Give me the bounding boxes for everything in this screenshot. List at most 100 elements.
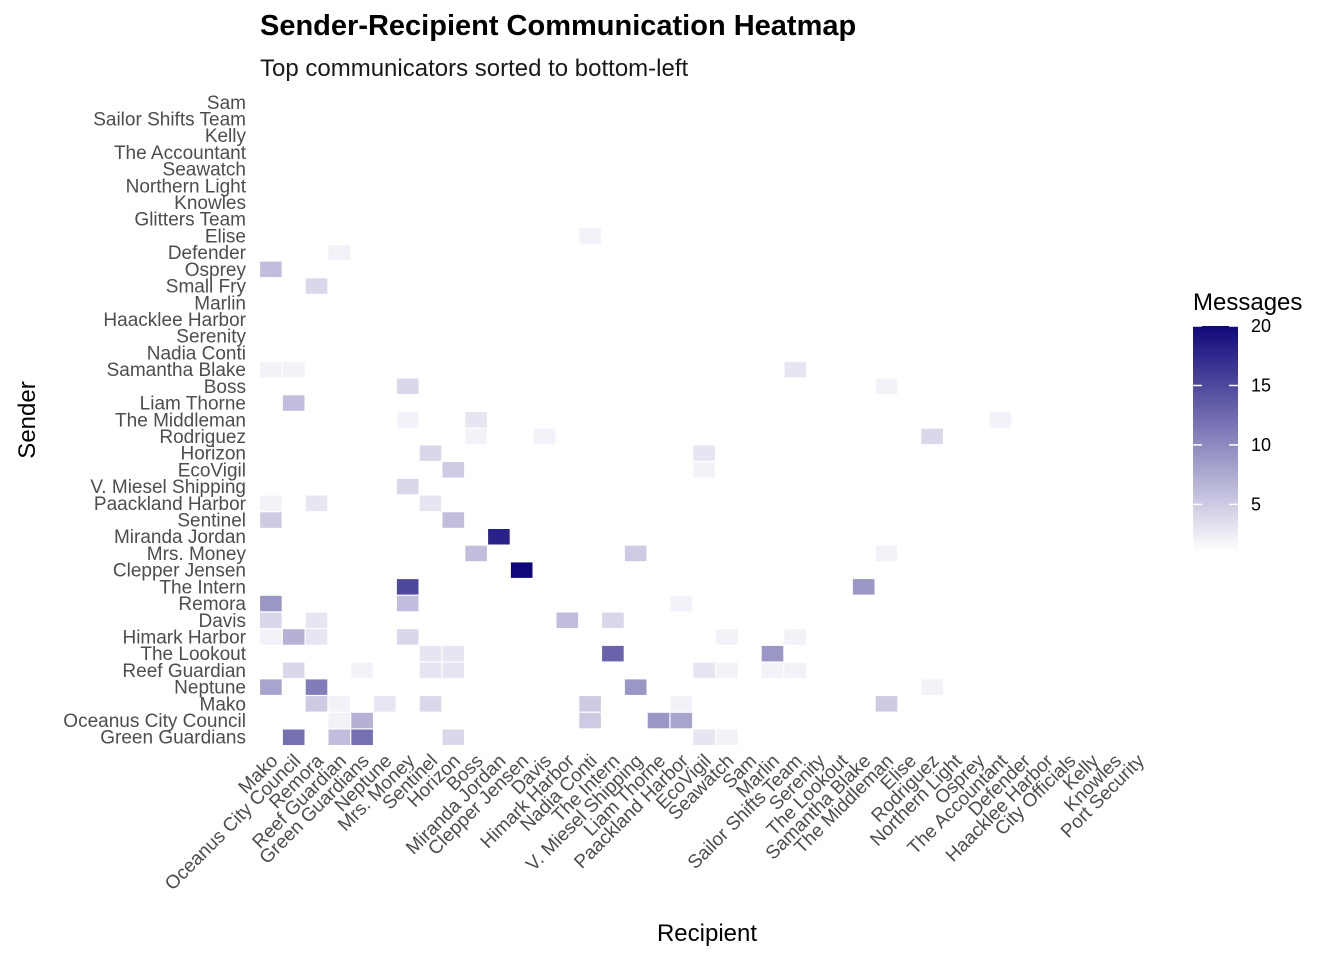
heatmap-cell-reef-guardian-to-horizon <box>442 662 465 679</box>
y-tick-label: EcoVigil <box>178 460 246 481</box>
heatmap-cell-remora-to-paackland-harbor <box>670 595 693 612</box>
heatmap-cell-paackland-harbor-to-remora <box>305 495 328 512</box>
heatmap-cell-oceanus-city-council-to-green-guardians <box>351 712 373 729</box>
y-tick-label: Elise <box>205 226 246 247</box>
heatmap-cell-nadia-conti-to-neptune <box>374 345 396 361</box>
heatmap-cell-remora-to-mako <box>260 595 282 612</box>
heatmap-cell-the-lookout-to-horizon <box>442 645 465 662</box>
y-tick-label: The Accountant <box>114 143 247 164</box>
heatmap-cell-clepper-jensen-to-clepper-jensen <box>510 562 533 578</box>
heatmap-cell-oceanus-city-council-to-paackland-harbor <box>670 712 693 729</box>
heatmap-cell-reef-guardian-to-haacklee-harbor <box>1035 662 1057 679</box>
heatmap-cell-green-guardians-to-ecovigil <box>693 729 715 745</box>
heatmap-cell-the-middleman-to-liam-thorne <box>647 412 670 428</box>
y-tick-label: Clepper Jensen <box>113 561 246 582</box>
y-tick-label: Sentinel <box>177 511 246 532</box>
heatmap-cell-himark-harbor-to-sailor-shifts-team <box>784 629 807 645</box>
heatmap-cell-mrs-money-to-the-middleman <box>875 545 898 562</box>
heatmap-cell-ecovigil-to-reef-guardian <box>328 462 351 478</box>
heatmap-cell-marlin-to-remora <box>305 295 328 311</box>
heatmap-cell-marlin-to-himark-harbor <box>556 295 579 311</box>
legend-title: Messages <box>1193 289 1302 316</box>
y-tick-label: Small Fry <box>166 277 247 298</box>
heatmap-cell-oceanus-city-council-to-reef-guardian <box>328 712 351 729</box>
heatmap-cell-mako-to-reef-guardian <box>328 696 351 712</box>
heatmap-cell-small-fry-to-davis <box>533 278 556 294</box>
heatmap-cell-the-lookout-to-sentinel <box>419 645 442 662</box>
heatmap-cell-mako-to-boss <box>465 696 487 712</box>
heatmap-cells <box>260 127 1057 745</box>
chart-title: Sender-Recipient Communication Heatmap <box>260 10 857 42</box>
heatmap-cell-green-guardians-to-mako <box>260 729 282 745</box>
heatmap-cell-ecovigil-to-ecovigil <box>693 462 715 478</box>
heatmap-cell-miranda-jordan-to-miranda-jordan <box>488 529 510 545</box>
heatmap-cell-haacklee-harbor-to-oceanus-city-council <box>282 311 305 328</box>
y-tick-label: Paackland Harbor <box>94 494 247 515</box>
heatmap-cell-ecovigil-to-liam-thorne <box>647 462 670 478</box>
legend-tick-label: 20 <box>1251 316 1271 336</box>
y-tick-label: Reef Guardian <box>122 661 246 682</box>
heatmap-cell-mako-to-the-middleman <box>875 696 898 712</box>
y-tick-label: Davis <box>198 611 246 632</box>
heatmap-cell-knowles-to-davis <box>533 194 556 211</box>
y-tick-label: Northern Light <box>126 176 247 197</box>
heatmap-cell-reef-guardian-to-paackland-harbor <box>670 662 693 679</box>
heatmap-cell-the-intern-to-samantha-blake <box>852 579 875 595</box>
heatmap-cell-serenity-to-neptune <box>374 328 396 344</box>
y-tick-label: Samantha Blake <box>107 360 246 381</box>
heatmap-cell-mrs-money-to-v-miesel-shipping <box>624 545 647 562</box>
heatmap-cell-horizon-to-seawatch <box>716 445 738 461</box>
heatmap-cell-himark-harbor-to-mako <box>260 629 282 645</box>
y-tick-label: Miranda Jordan <box>114 527 246 548</box>
y-tick-label: Serenity <box>176 327 246 348</box>
y-tick-label: Osprey <box>185 260 247 281</box>
heatmap-cell-nadia-conti-to-liam-thorne <box>647 345 670 361</box>
y-tick-label: Seawatch <box>163 160 246 181</box>
heatmap-cell-paackland-harbor-to-oceanus-city-council <box>282 495 305 512</box>
heatmap-cell-neptune-to-mako <box>260 679 282 695</box>
heatmap-cell-v-miesel-shipping-to-remora <box>305 478 328 495</box>
heatmap-cell-reef-guardian-to-sentinel <box>419 662 442 679</box>
heatmap-cell-boss-to-mrs-money <box>396 378 419 395</box>
heatmap-cell-paackland-harbor-to-mako <box>260 495 282 512</box>
heatmap-cell-serenity-to-himark-harbor <box>556 328 579 344</box>
heatmap-cell-mako-to-remora <box>305 696 328 712</box>
heatmap-cell-himark-harbor-to-seawatch <box>716 629 738 645</box>
heatmap-cell-reef-guardian-to-marlin <box>761 662 784 679</box>
heatmap-cell-liam-thorne-to-nadia-conti <box>579 395 601 411</box>
heatmap-cell-mako-to-neptune <box>374 696 396 712</box>
heatmap-cell-paackland-harbor-to-reef-guardian <box>328 495 351 512</box>
y-tick-label: Oceanus City Council <box>63 711 246 732</box>
chart-subtitle: Top communicators sorted to bottom-left <box>260 55 689 82</box>
heatmap-cell-ecovigil-to-sentinel <box>419 462 442 478</box>
heatmap-cell-horizon-to-sentinel <box>419 445 442 461</box>
heatmap-cell-reef-guardian-to-mako <box>260 662 282 679</box>
y-tick-label: Glitters Team <box>134 210 246 231</box>
heatmap-cell-rodriguez-to-boss <box>465 428 487 445</box>
heatmap-cell-neptune-to-davis <box>533 679 556 695</box>
heatmap-cell-himark-harbor-to-oceanus-city-council <box>282 629 305 645</box>
y-tick-label: Knowles <box>174 193 246 214</box>
heatmap-cell-paackland-harbor-to-sentinel <box>419 495 442 512</box>
heatmap-cell-oceanus-city-council-to-the-middleman <box>875 712 898 729</box>
heatmap-cell-the-intern-to-mrs-money <box>396 579 419 595</box>
heatmap-cell-himark-harbor-to-remora <box>305 629 328 645</box>
heatmap-cell-samantha-blake-to-oceanus-city-council <box>282 361 305 378</box>
y-tick-label: Mrs. Money <box>147 544 247 565</box>
legend-ticks: 5 10 15 20 <box>1193 316 1271 514</box>
heatmap-cell-the-middleman-to-boss <box>465 412 487 428</box>
heatmap-cell-sentinel-to-oceanus-city-council <box>282 512 305 528</box>
heatmap-cell-small-fry-to-remora <box>305 278 328 294</box>
heatmap-cell-oceanus-city-council-to-liam-thorne <box>647 712 670 729</box>
heatmap-cell-green-guardians-to-reef-guardian <box>328 729 351 745</box>
heatmap-cell-kelly-to-sam <box>738 127 761 144</box>
heatmap-cell-boss-to-the-middleman <box>875 378 898 395</box>
heatmap-cell-v-miesel-shipping-to-mrs-money <box>396 478 419 495</box>
heatmap-cell-mako-to-sentinel <box>419 696 442 712</box>
heatmap-cell-serenity-to-mako <box>260 328 282 344</box>
heatmap-cell-osprey-to-mako <box>260 261 282 278</box>
heatmap-cell-mako-to-nadia-conti <box>579 696 601 712</box>
y-tick-label: Sailor Shifts Team <box>93 110 246 131</box>
